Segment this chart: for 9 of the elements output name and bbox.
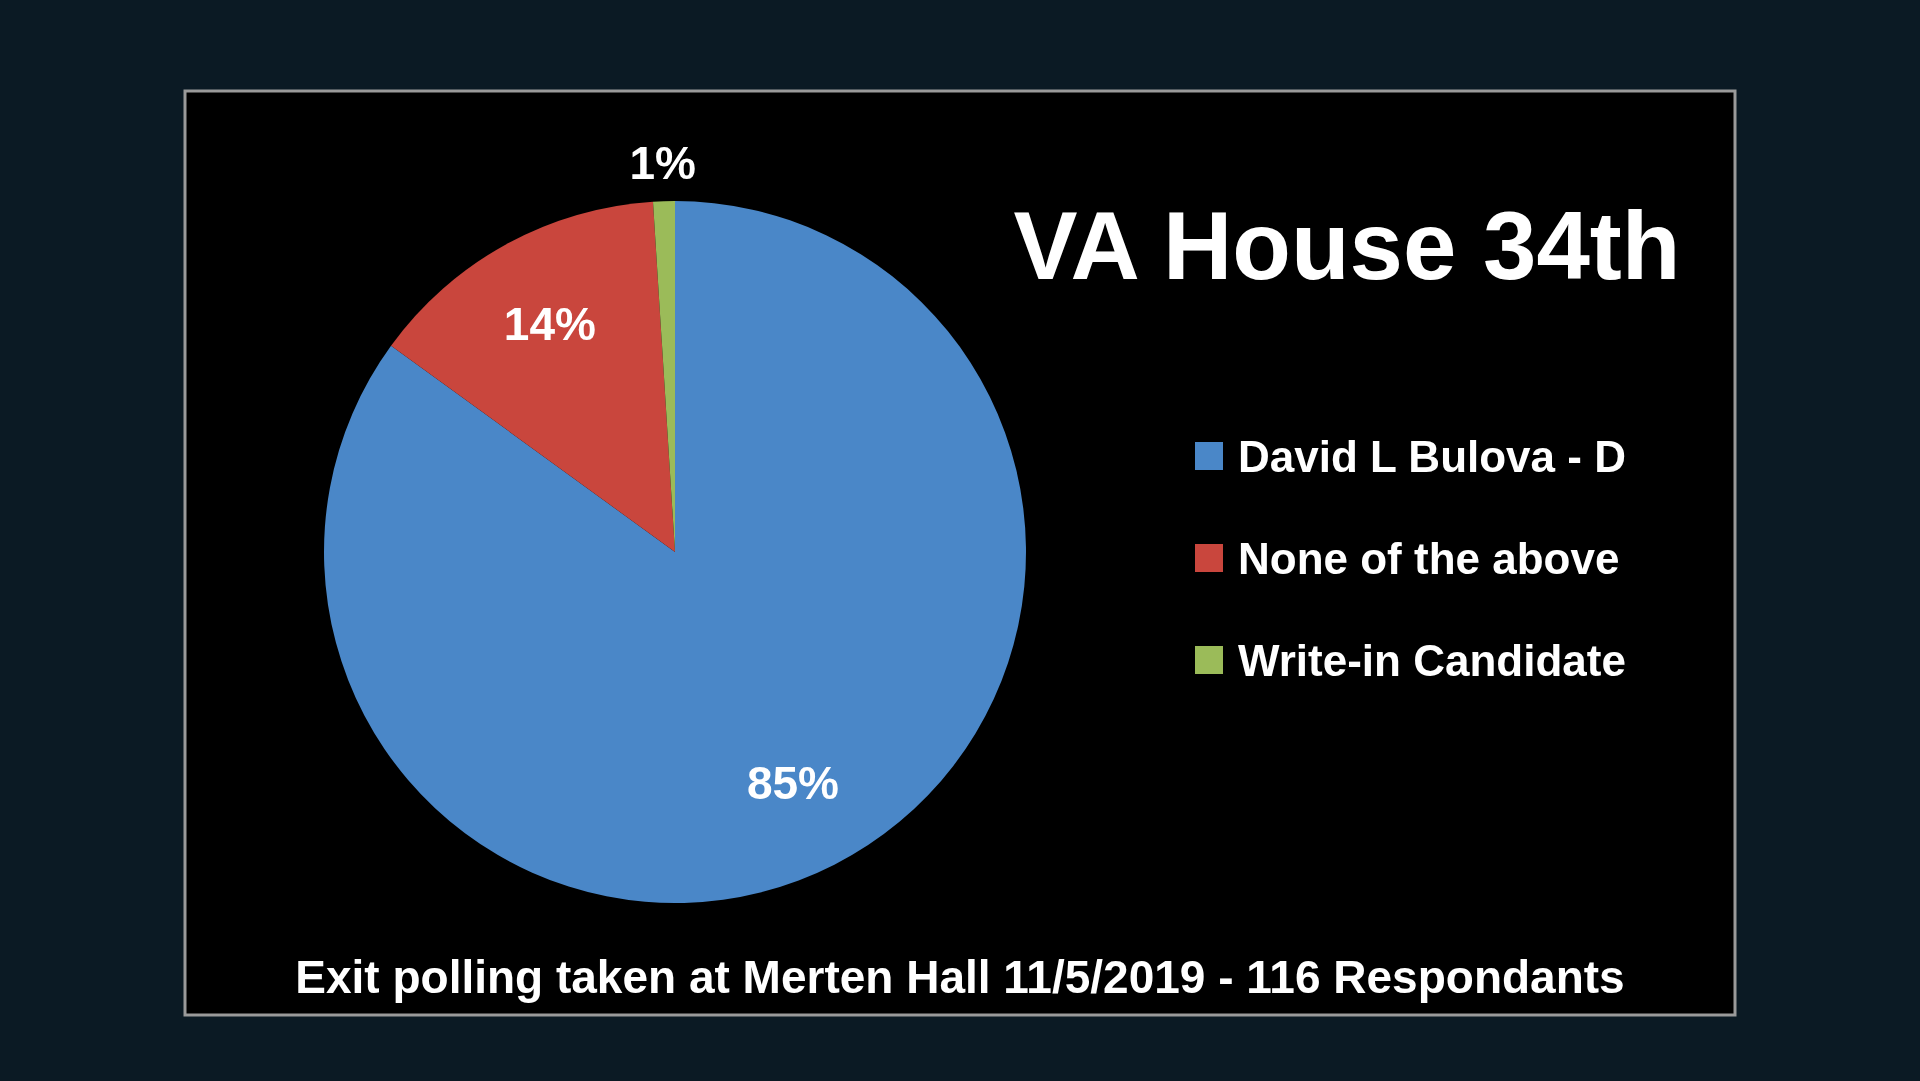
legend-label: David L Bulova - D bbox=[1238, 431, 1626, 481]
data-label: 1% bbox=[629, 136, 696, 189]
data-label: 14% bbox=[503, 298, 596, 351]
pie-slice bbox=[391, 201, 675, 552]
data-label: 85% bbox=[746, 757, 839, 810]
text: VA House 34th bbox=[1013, 191, 1681, 299]
legend-label: None of the above bbox=[1238, 533, 1620, 583]
text: Exit polling taken at Merten Hall 11/5/2019 - 116 Respondants bbox=[295, 951, 1625, 1003]
legend-label: Write-in Candidate bbox=[1238, 635, 1626, 685]
